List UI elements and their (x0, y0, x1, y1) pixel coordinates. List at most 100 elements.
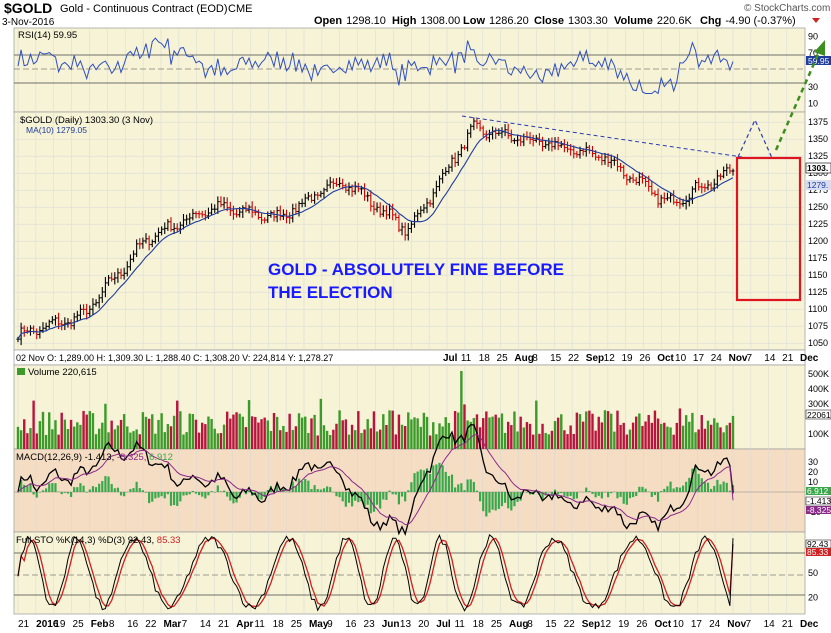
price-bar (512, 138, 517, 144)
price-bar (197, 210, 201, 219)
macd-hist-bar (594, 492, 597, 498)
x-tick-label: 17 (691, 619, 703, 630)
macd-hist-bar (154, 492, 157, 499)
volume-bar (681, 425, 685, 449)
price-bar (234, 208, 239, 218)
price-bar (400, 222, 404, 236)
volume-bar (313, 414, 316, 449)
dropdown-arrow-icon[interactable] (812, 18, 820, 23)
volume-bar (407, 412, 410, 449)
price-bar (547, 138, 551, 151)
macd-hist-bar (123, 492, 126, 497)
price-bar (172, 222, 176, 235)
macd-hist-bar (185, 492, 188, 496)
rsi-tick-label: 90 (808, 31, 818, 41)
macd-hist-bar (454, 487, 457, 492)
price-bar (353, 181, 357, 195)
ohlc-info-text: 02 Nov O: 1,289.00 H: 1,309.30 L: 1,288.… (16, 353, 333, 363)
price-bar (394, 212, 398, 221)
macd-hist-bar (157, 492, 160, 498)
macd-hist-bar (631, 492, 635, 498)
macd-hist-bar (91, 486, 95, 492)
volume-bar (166, 424, 170, 449)
volume-bar (235, 412, 238, 449)
ma10-line (17, 129, 734, 340)
volume-bar (197, 432, 201, 449)
price-bar (631, 173, 635, 184)
price-label: $GOLD (Daily) 1303.30 (3 Nov) (20, 115, 153, 126)
price-bar (472, 117, 476, 131)
macd-hist-bar (107, 476, 110, 492)
price-bar (144, 233, 148, 244)
x-tick-label: 7 (182, 619, 188, 630)
volume-bar (38, 421, 42, 449)
volume-bar (260, 419, 263, 449)
price-bar (706, 180, 710, 191)
volume-bar (172, 415, 176, 449)
volume-bar (88, 411, 92, 449)
volume-bar (578, 414, 582, 449)
price-bar (141, 237, 145, 249)
price-bar (475, 118, 479, 129)
volume-bar (185, 432, 188, 449)
price-bar (116, 268, 120, 283)
volume-bar (531, 434, 535, 449)
price-bar (44, 322, 48, 332)
volume-bar (48, 412, 51, 449)
price-bar (213, 204, 217, 213)
volume-bar (419, 426, 422, 449)
macd-label: MACD(12,26,9) -1.413, -8.325, 6.912 (16, 452, 173, 463)
macd-hist-bar (297, 478, 301, 492)
macd-hist-bar (375, 492, 379, 505)
x-tick-label: 16 (127, 619, 139, 630)
volume-bar (728, 422, 732, 449)
volume-bar (232, 414, 235, 449)
price-bar (119, 268, 123, 280)
volume-bar (126, 426, 129, 449)
price-bar (597, 154, 601, 161)
projection-arrowhead-icon (814, 40, 825, 56)
price-tick-label: 1375 (808, 117, 828, 127)
volume-bar (219, 433, 223, 449)
x-tick-label: 15 (550, 353, 562, 364)
macd-hist-bar (447, 475, 450, 492)
price-bar (91, 298, 95, 316)
macd-hist-bar (482, 492, 485, 512)
rsi-tick-label: 30 (808, 82, 818, 92)
price-bar (69, 319, 73, 330)
macd-hist-bar (213, 492, 216, 493)
macd-hist-bar (553, 489, 557, 492)
price-bar (441, 168, 445, 184)
volume-bar (700, 415, 703, 449)
volume-bar (119, 419, 123, 449)
price-bar (181, 213, 186, 230)
price-bar (459, 144, 463, 158)
volume-bar (669, 427, 672, 449)
volume-bar (488, 417, 491, 449)
volume-bar (709, 424, 713, 449)
volume-axis: 500K 400K 300K 100K (808, 369, 829, 439)
x-tick-label: 21 (218, 619, 230, 630)
macd-hist-bar (422, 470, 425, 492)
price-bar (50, 316, 54, 325)
macd-hist-bar (525, 492, 529, 493)
volume-bar (369, 428, 373, 449)
volume-bar (154, 433, 157, 449)
macd-hist-bar (500, 492, 504, 507)
macd-hist-bar (291, 481, 294, 492)
macd-hist-bar (244, 492, 248, 495)
price-bar (450, 154, 454, 172)
price-bar (456, 150, 460, 166)
macd-hist-bar (653, 492, 657, 496)
x-tick-label: Jun (382, 619, 400, 630)
volume-bar (716, 422, 719, 449)
price-bar (622, 165, 626, 179)
volume-bar (19, 430, 23, 449)
macd-hist-bar (700, 478, 703, 492)
volume-bar (244, 427, 248, 449)
volume-bar (491, 416, 494, 449)
macd-main-tag: -1.413 (807, 496, 831, 506)
price-bar (675, 199, 679, 207)
volume-bar (329, 434, 332, 449)
x-tick-label: 14 (764, 619, 776, 630)
